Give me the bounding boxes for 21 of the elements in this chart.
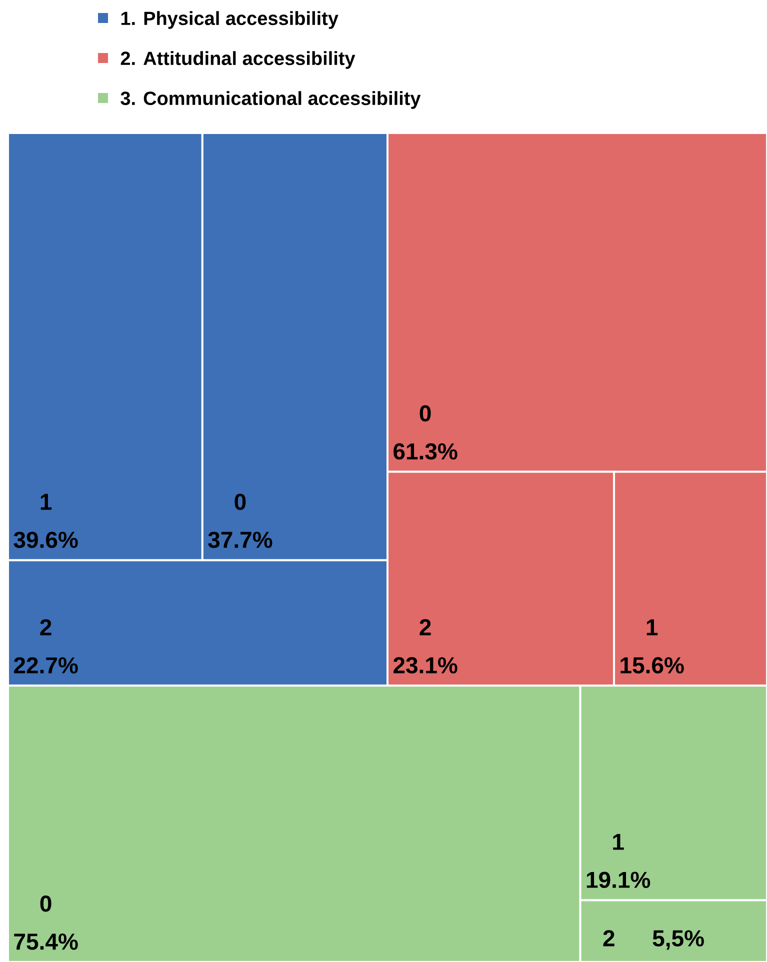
legend-label: 3. Communicational accessibility: [120, 91, 421, 109]
category-label: 0: [234, 494, 246, 510]
category-label: 1: [40, 494, 52, 510]
category-label: 2: [40, 619, 52, 636]
legend-label: 2. Attitudinal accessibility: [120, 51, 356, 69]
legend-label: 1. Physical accessibility: [121, 11, 338, 29]
data-label: 39.6%: [14, 532, 78, 548]
category-label: 0: [420, 405, 431, 422]
category-label: 1: [613, 834, 624, 850]
category-label: 1: [646, 619, 658, 636]
data-label: 37.7%: [208, 532, 272, 548]
category-label: 2: [420, 619, 431, 636]
data-label: 22.7%: [14, 657, 78, 674]
data-label: 75.4%: [14, 934, 78, 950]
data-label: 19.1%: [586, 872, 650, 888]
data-label: 61.3%: [394, 443, 458, 460]
data-label: 23.1%: [394, 657, 458, 674]
data-label: 5,5%: [652, 930, 704, 950]
data-label: 15.6%: [620, 657, 684, 674]
category-label: 0: [40, 896, 52, 912]
category-label: 2: [603, 930, 614, 946]
